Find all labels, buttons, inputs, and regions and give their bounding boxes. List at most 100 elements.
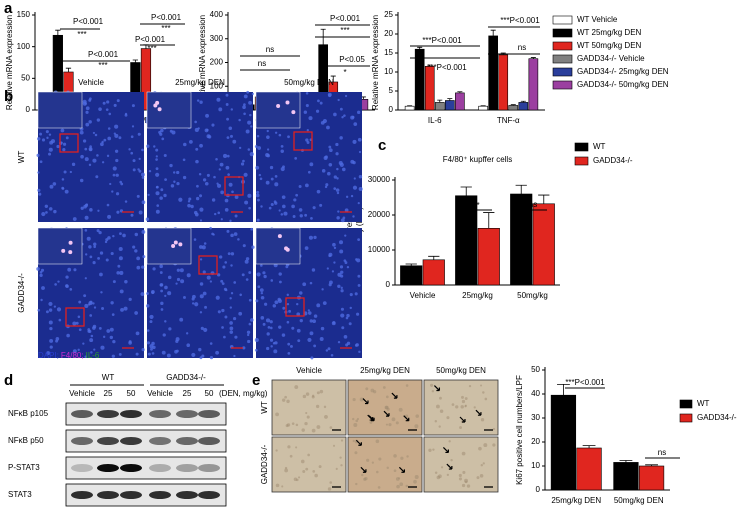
nucleus	[316, 189, 321, 194]
texture	[311, 395, 315, 399]
nucleus	[325, 349, 329, 352]
texture	[446, 416, 450, 420]
nucleus	[136, 194, 140, 198]
nucleus	[198, 172, 202, 176]
blot-strip	[65, 456, 227, 480]
y-tick-label: 5	[389, 86, 394, 95]
arrow	[367, 414, 374, 421]
nucleus	[119, 289, 124, 294]
nucleus	[168, 327, 172, 331]
lane-label: Vehicle	[69, 389, 95, 398]
nucleus	[204, 181, 209, 186]
nucleus	[96, 118, 101, 122]
nucleus	[155, 167, 159, 171]
nucleus	[338, 160, 343, 165]
nucleus	[277, 298, 282, 303]
nucleus	[107, 127, 111, 130]
nucleus	[92, 261, 96, 265]
nucleus	[340, 286, 343, 290]
nucleus	[55, 337, 60, 341]
nucleus	[335, 152, 339, 156]
nucleus	[106, 203, 110, 207]
lane-label: 25	[183, 389, 192, 398]
band	[176, 491, 198, 499]
nucleus	[114, 124, 119, 129]
nucleus	[179, 317, 184, 322]
nucleus	[156, 185, 159, 189]
nucleus	[62, 142, 67, 146]
nucleus	[41, 286, 45, 290]
nucleus	[206, 173, 210, 177]
nucleus	[297, 339, 301, 343]
nucleus	[78, 328, 82, 332]
texture	[307, 453, 310, 457]
nucleus	[118, 247, 123, 252]
nucleus	[124, 113, 128, 117]
nucleus	[206, 134, 211, 139]
nucleus	[102, 335, 106, 339]
texture	[413, 479, 417, 484]
nucleus	[313, 344, 317, 348]
nucleus	[119, 270, 124, 275]
texture	[434, 420, 438, 423]
stain	[178, 242, 183, 247]
nucleus	[49, 326, 53, 331]
row-label: GADD34-/-	[17, 273, 26, 313]
nucleus	[346, 265, 350, 269]
nucleus	[92, 302, 95, 305]
nucleus	[107, 214, 112, 219]
nucleus	[259, 288, 264, 292]
legend-label: GADD34-/- 25mg/kg DEN	[577, 67, 669, 76]
nucleus	[88, 98, 92, 102]
texture	[455, 405, 459, 409]
nucleus	[247, 193, 252, 198]
nucleus	[88, 120, 92, 124]
texture	[385, 423, 388, 426]
nucleus	[270, 177, 274, 181]
nucleus	[344, 234, 347, 237]
nucleus	[217, 183, 222, 188]
nucleus	[346, 313, 350, 318]
bar	[478, 105, 488, 111]
nucleus	[101, 140, 104, 144]
nucleus	[245, 278, 249, 281]
y-tick-label: 40	[531, 389, 540, 398]
error-bar	[510, 104, 516, 106]
texture	[319, 389, 324, 394]
bar	[455, 92, 465, 111]
texture	[284, 395, 287, 399]
nucleus	[63, 170, 67, 174]
nucleus	[258, 173, 262, 177]
nucleus	[312, 206, 316, 210]
nucleus	[340, 270, 344, 274]
nucleus	[61, 186, 65, 190]
nucleus	[159, 283, 164, 287]
nucleus	[112, 280, 116, 284]
nucleus	[243, 94, 248, 99]
nucleus	[328, 162, 333, 167]
nucleus	[115, 192, 120, 196]
panel-letter: b	[4, 88, 13, 105]
nucleus	[100, 345, 105, 350]
nucleus	[114, 149, 119, 153]
nucleus	[321, 288, 324, 291]
nucleus	[60, 128, 65, 133]
micrograph	[36, 90, 146, 222]
nucleus	[270, 326, 273, 330]
nucleus	[48, 152, 52, 156]
nucleus	[266, 332, 270, 336]
bar	[550, 394, 577, 491]
nucleus	[159, 271, 163, 274]
nucleus	[278, 325, 282, 329]
texture	[305, 467, 309, 471]
legend-swatch	[552, 28, 573, 38]
nucleus	[116, 210, 120, 214]
nucleus	[357, 110, 361, 114]
nucleus	[135, 352, 139, 356]
nucleus	[132, 245, 136, 249]
nucleus	[198, 347, 202, 352]
nucleus	[256, 218, 260, 222]
legend-swatch	[574, 142, 589, 152]
error-bar	[582, 445, 596, 448]
texture	[405, 484, 409, 488]
